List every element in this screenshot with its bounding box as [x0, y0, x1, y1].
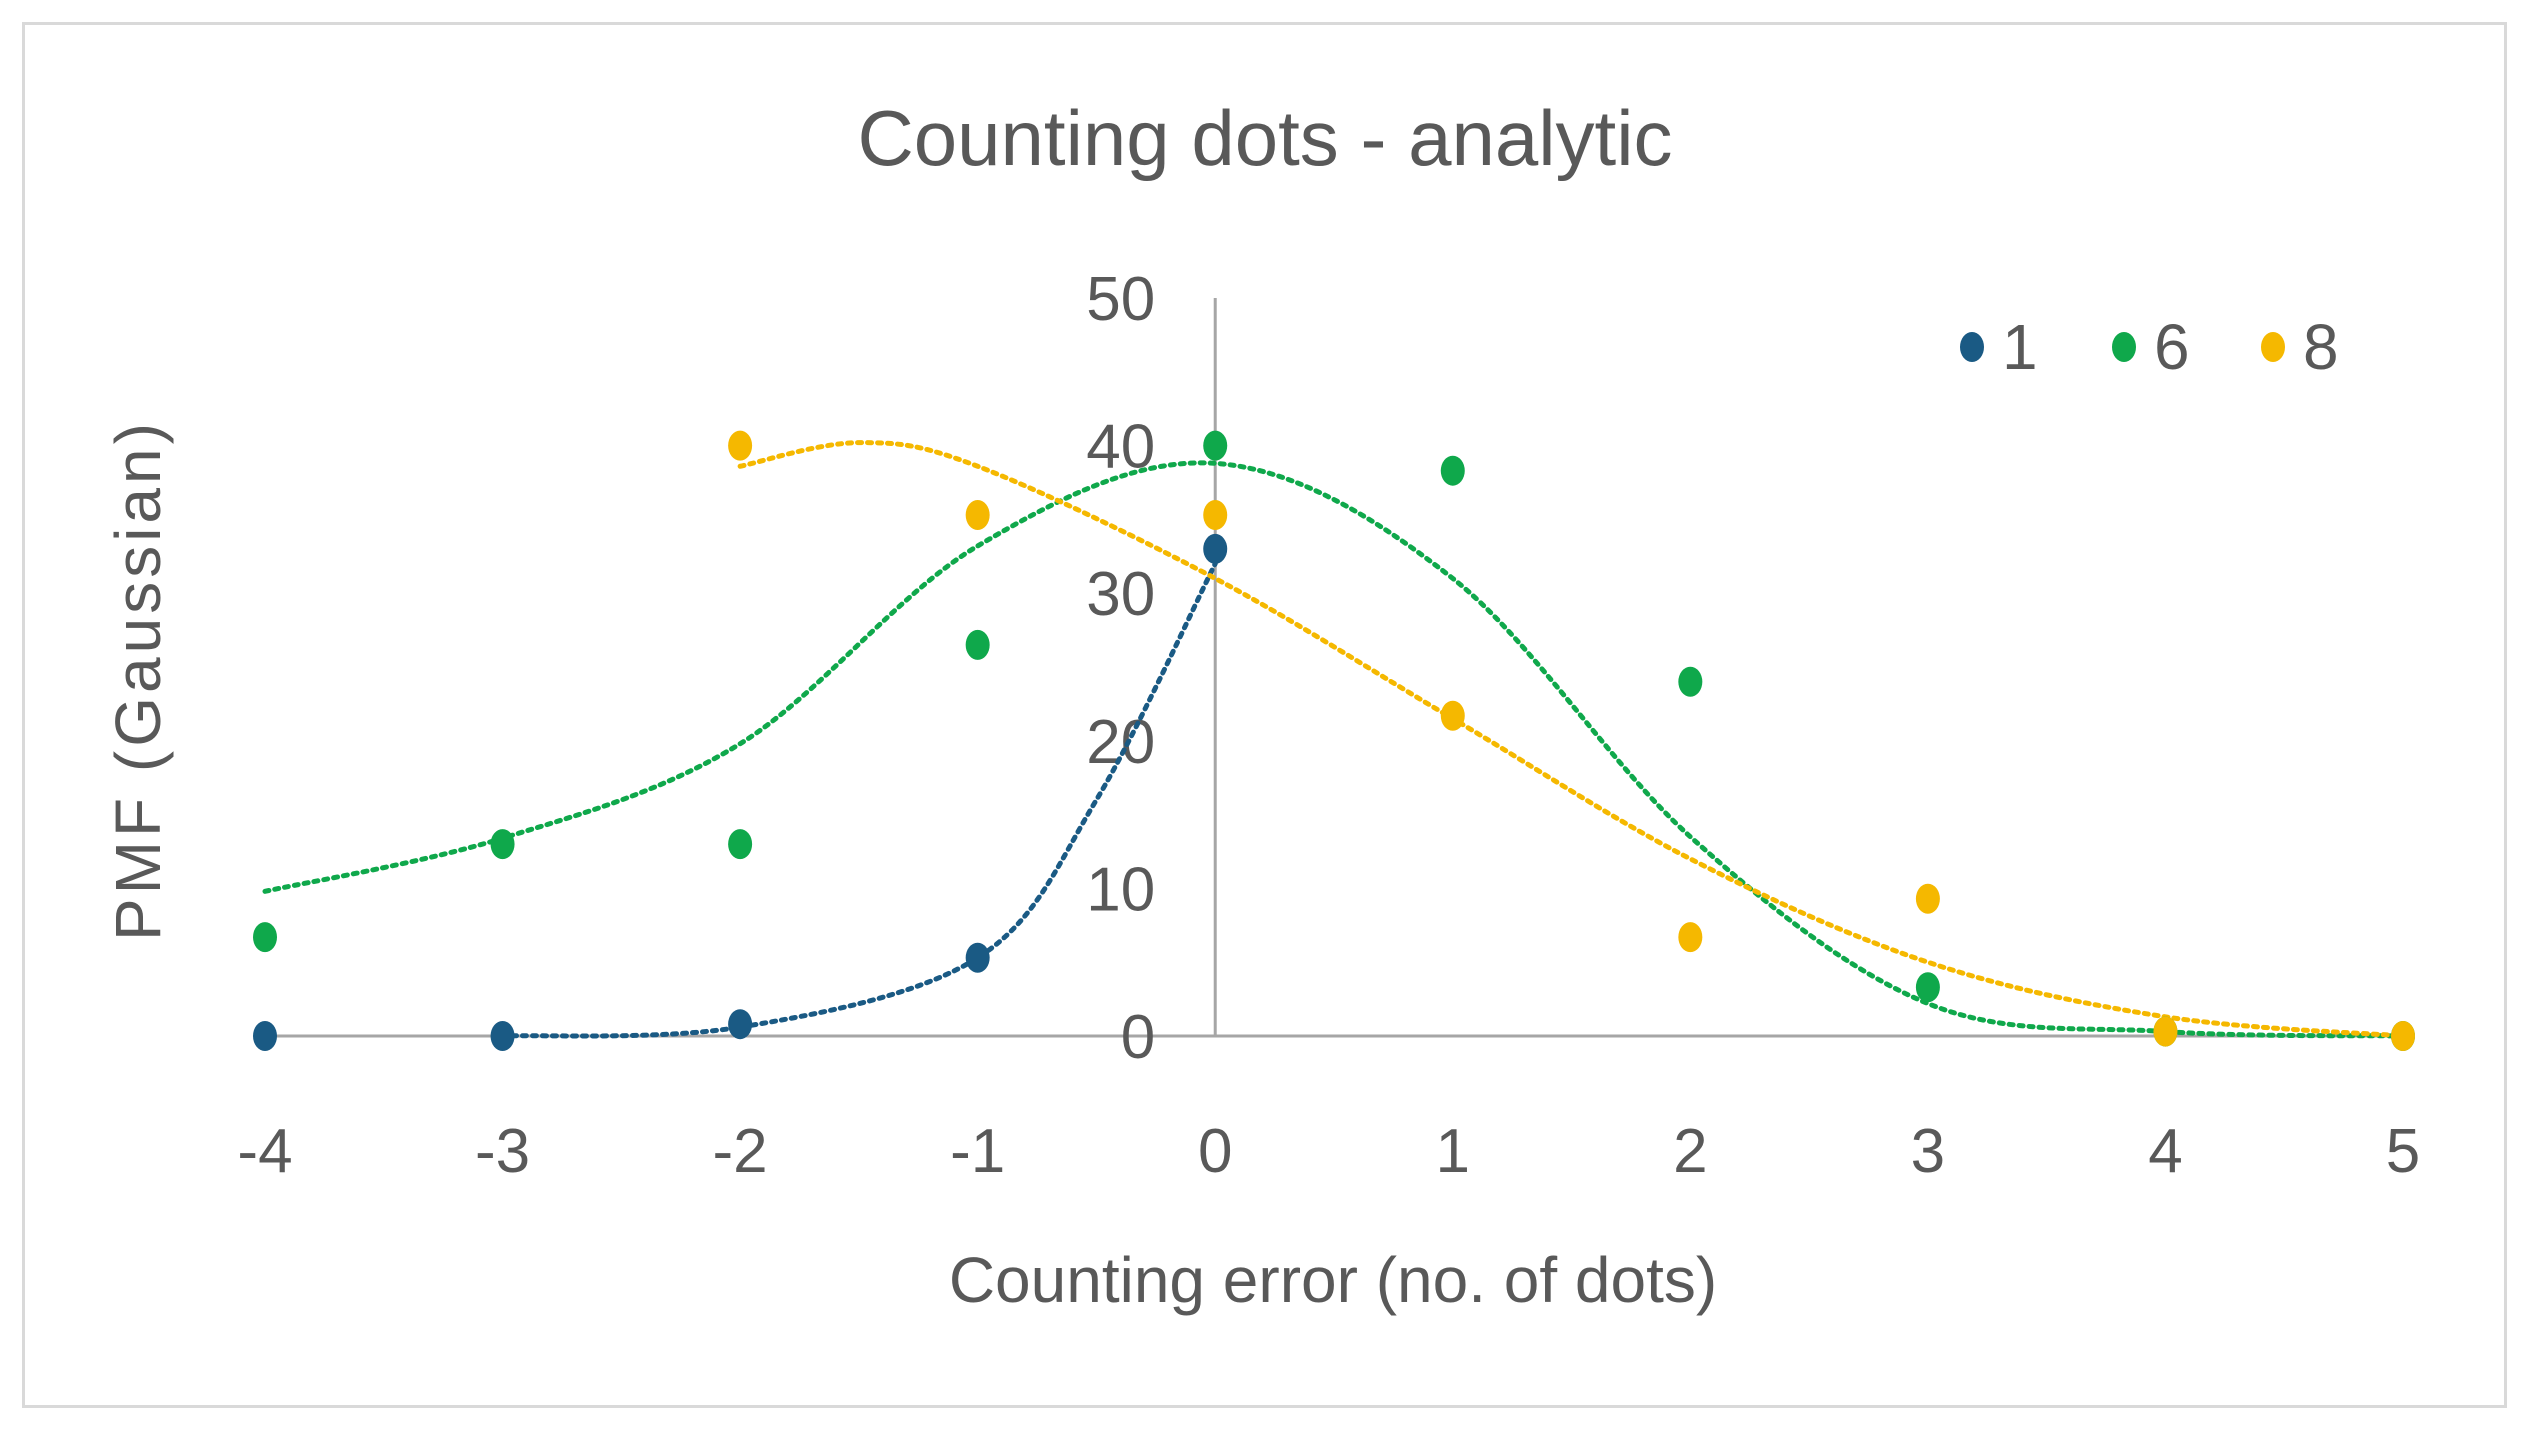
x-tick-label: 2 — [1673, 1117, 1707, 1186]
y-tick-label: 50 — [1086, 265, 1155, 334]
x-tick-label: 1 — [1436, 1117, 1470, 1186]
trendline-series-8 — [737, 440, 2406, 1039]
data-point-series-6 — [1678, 666, 1703, 697]
data-point-series-6 — [253, 922, 277, 953]
chart-frame — [22, 22, 2507, 1408]
x-axis-label: Counting error (no. of dots) — [949, 1244, 1717, 1316]
legend-marker-1 — [1960, 332, 1984, 362]
y-tick-label: 30 — [1086, 560, 1155, 629]
data-point-series-8 — [2391, 1021, 2415, 1051]
data-point-series-8 — [1440, 700, 1465, 731]
data-point-series-6 — [965, 629, 990, 660]
chart-title: Counting dots - analytic — [857, 94, 1672, 182]
x-tick-label: -1 — [950, 1117, 1005, 1186]
x-tick-label: 5 — [2386, 1117, 2420, 1186]
data-point-series-6 — [728, 829, 753, 860]
data-point-series-6 — [1440, 455, 1465, 486]
legend-label-8: 8 — [2303, 311, 2339, 383]
data-point-series-6 — [490, 829, 515, 860]
y-tick-label: 0 — [1121, 1003, 1155, 1072]
legend-label-1: 1 — [2002, 311, 2038, 383]
data-point-series-1 — [965, 942, 990, 973]
x-tick-label: -3 — [475, 1117, 530, 1186]
data-point-series-6 — [1203, 430, 1228, 461]
data-point-series-1 — [253, 1021, 277, 1051]
trendline-series-6 — [262, 460, 2406, 1039]
data-point-series-1 — [490, 1021, 515, 1051]
x-tick-label: 0 — [1198, 1117, 1232, 1186]
y-axis-label: PMF (Gaussian) — [102, 419, 174, 941]
legend: 1 6 8 — [1960, 311, 2339, 383]
data-point-series-1 — [1203, 533, 1228, 564]
legend-label-6: 6 — [2154, 311, 2190, 383]
data-point-series-8 — [1915, 883, 1940, 914]
x-tick-label: -4 — [237, 1117, 292, 1186]
data-point-series-8 — [965, 499, 990, 530]
data-point-series-8 — [1203, 499, 1228, 530]
trendlines — [262, 440, 2406, 1039]
data-point-series-8 — [1678, 922, 1703, 953]
x-tick-label: -2 — [713, 1117, 768, 1186]
y-tick-label: 20 — [1086, 708, 1155, 777]
trendline-series-1 — [500, 561, 1218, 1039]
x-tick-label: 4 — [2148, 1117, 2182, 1186]
y-tick-label: 10 — [1086, 855, 1155, 924]
legend-marker-6 — [2112, 332, 2136, 362]
data-point-series-1 — [728, 1009, 753, 1040]
data-point-series-6 — [1915, 972, 1940, 1003]
data-point-series-8 — [2153, 1016, 2178, 1047]
data-points — [253, 430, 2415, 1051]
legend-marker-8 — [2261, 332, 2285, 362]
x-tick-label: 3 — [1911, 1117, 1945, 1186]
data-point-series-8 — [728, 430, 753, 461]
